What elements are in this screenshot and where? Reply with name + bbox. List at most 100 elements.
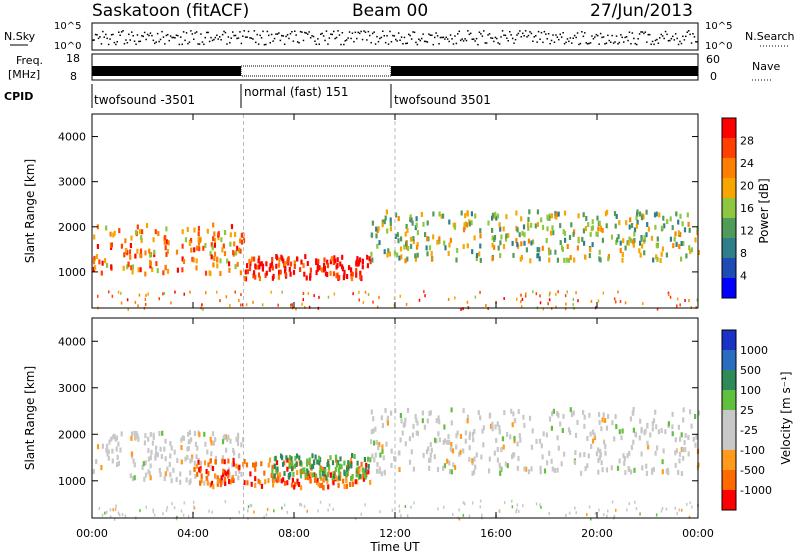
data-cell — [683, 227, 687, 233]
nsky-point — [118, 31, 120, 33]
nsky-point — [281, 34, 283, 37]
colorbar-swatch — [722, 490, 736, 510]
data-cell — [653, 212, 657, 218]
data-cell — [326, 259, 329, 265]
data-cell — [142, 461, 145, 467]
data-cell — [683, 440, 686, 446]
noise-cell — [479, 505, 481, 509]
nsky-point — [304, 31, 306, 34]
data-cell — [400, 236, 403, 242]
data-cell — [228, 471, 231, 477]
nsky-point — [338, 34, 341, 36]
data-cell — [246, 269, 249, 275]
noise-cell — [193, 506, 196, 510]
nsky-point — [415, 41, 417, 44]
data-cell — [491, 421, 494, 427]
noise-cell — [586, 513, 588, 517]
nsky-point — [102, 30, 104, 33]
data-cell — [605, 467, 609, 473]
data-cell — [680, 241, 683, 246]
data-cell — [518, 232, 521, 238]
data-cell — [671, 431, 674, 437]
data-cell — [680, 256, 683, 262]
data-cell — [330, 256, 333, 262]
data-cell — [511, 240, 514, 246]
data-cell — [438, 211, 441, 217]
data-cell — [450, 420, 453, 426]
nsky-point — [421, 37, 423, 40]
data-cell — [370, 409, 373, 415]
noise-cell — [639, 512, 641, 516]
data-cell — [527, 222, 530, 228]
data-cell — [237, 453, 241, 459]
nsky-point — [223, 30, 225, 33]
data-cell — [688, 245, 691, 251]
data-cell — [572, 410, 575, 416]
data-cell — [522, 224, 526, 230]
data-cell — [323, 263, 326, 268]
data-cell — [372, 428, 375, 434]
data-cell — [158, 467, 161, 473]
noise-cell — [555, 305, 557, 309]
data-cell — [191, 454, 194, 460]
data-cell — [404, 441, 407, 447]
data-cell — [361, 467, 365, 473]
data-cell — [237, 247, 241, 253]
data-cell — [415, 216, 418, 222]
nsky-point — [197, 43, 199, 45]
data-cell — [582, 409, 585, 415]
noise-cell — [328, 503, 331, 507]
data-cell — [361, 258, 364, 264]
data-cell — [293, 463, 297, 469]
noise-cell — [655, 513, 658, 517]
nsky-point — [644, 31, 647, 33]
data-cell — [370, 251, 373, 257]
data-cell — [555, 214, 558, 220]
y-tick-label: 2000 — [58, 221, 86, 234]
data-cell — [551, 225, 554, 231]
data-cell — [694, 442, 697, 448]
data-cell — [110, 264, 113, 270]
nsky-point — [374, 43, 377, 45]
data-cell — [335, 462, 339, 468]
data-cell — [299, 460, 302, 466]
data-cell — [414, 414, 417, 419]
data-cell — [678, 451, 682, 457]
nsky-point — [663, 37, 665, 40]
data-cell — [318, 460, 321, 466]
data-cell — [166, 268, 170, 274]
data-cell — [231, 462, 234, 468]
data-cell — [220, 237, 223, 243]
data-cell — [248, 266, 252, 272]
data-cell — [217, 235, 220, 241]
data-cell — [230, 224, 234, 230]
data-cell — [166, 248, 169, 254]
data-cell — [362, 472, 365, 478]
data-cell — [396, 252, 399, 258]
colorbar-swatch — [722, 370, 736, 390]
y-tick-label: 4000 — [58, 131, 86, 144]
data-cell — [423, 424, 426, 430]
data-cell — [170, 445, 173, 451]
data-cell — [107, 455, 110, 461]
data-cell — [345, 483, 348, 489]
data-cell — [412, 239, 415, 244]
data-cell — [641, 243, 644, 249]
data-cell — [635, 215, 638, 221]
data-cell — [164, 245, 167, 251]
data-cell — [530, 466, 533, 472]
data-cell — [654, 224, 657, 230]
nsky-point — [403, 36, 406, 39]
noise-cell — [577, 299, 579, 303]
noise-cell — [98, 507, 101, 510]
data-cell — [605, 425, 608, 431]
data-cell — [634, 432, 638, 438]
data-cell — [672, 243, 675, 249]
data-cell — [378, 441, 381, 447]
nsky-point — [419, 39, 421, 42]
noise-cell — [691, 505, 693, 509]
data-cell — [491, 212, 495, 218]
data-cell — [104, 258, 107, 264]
data-cell — [638, 435, 641, 441]
noise-cell — [108, 290, 110, 294]
